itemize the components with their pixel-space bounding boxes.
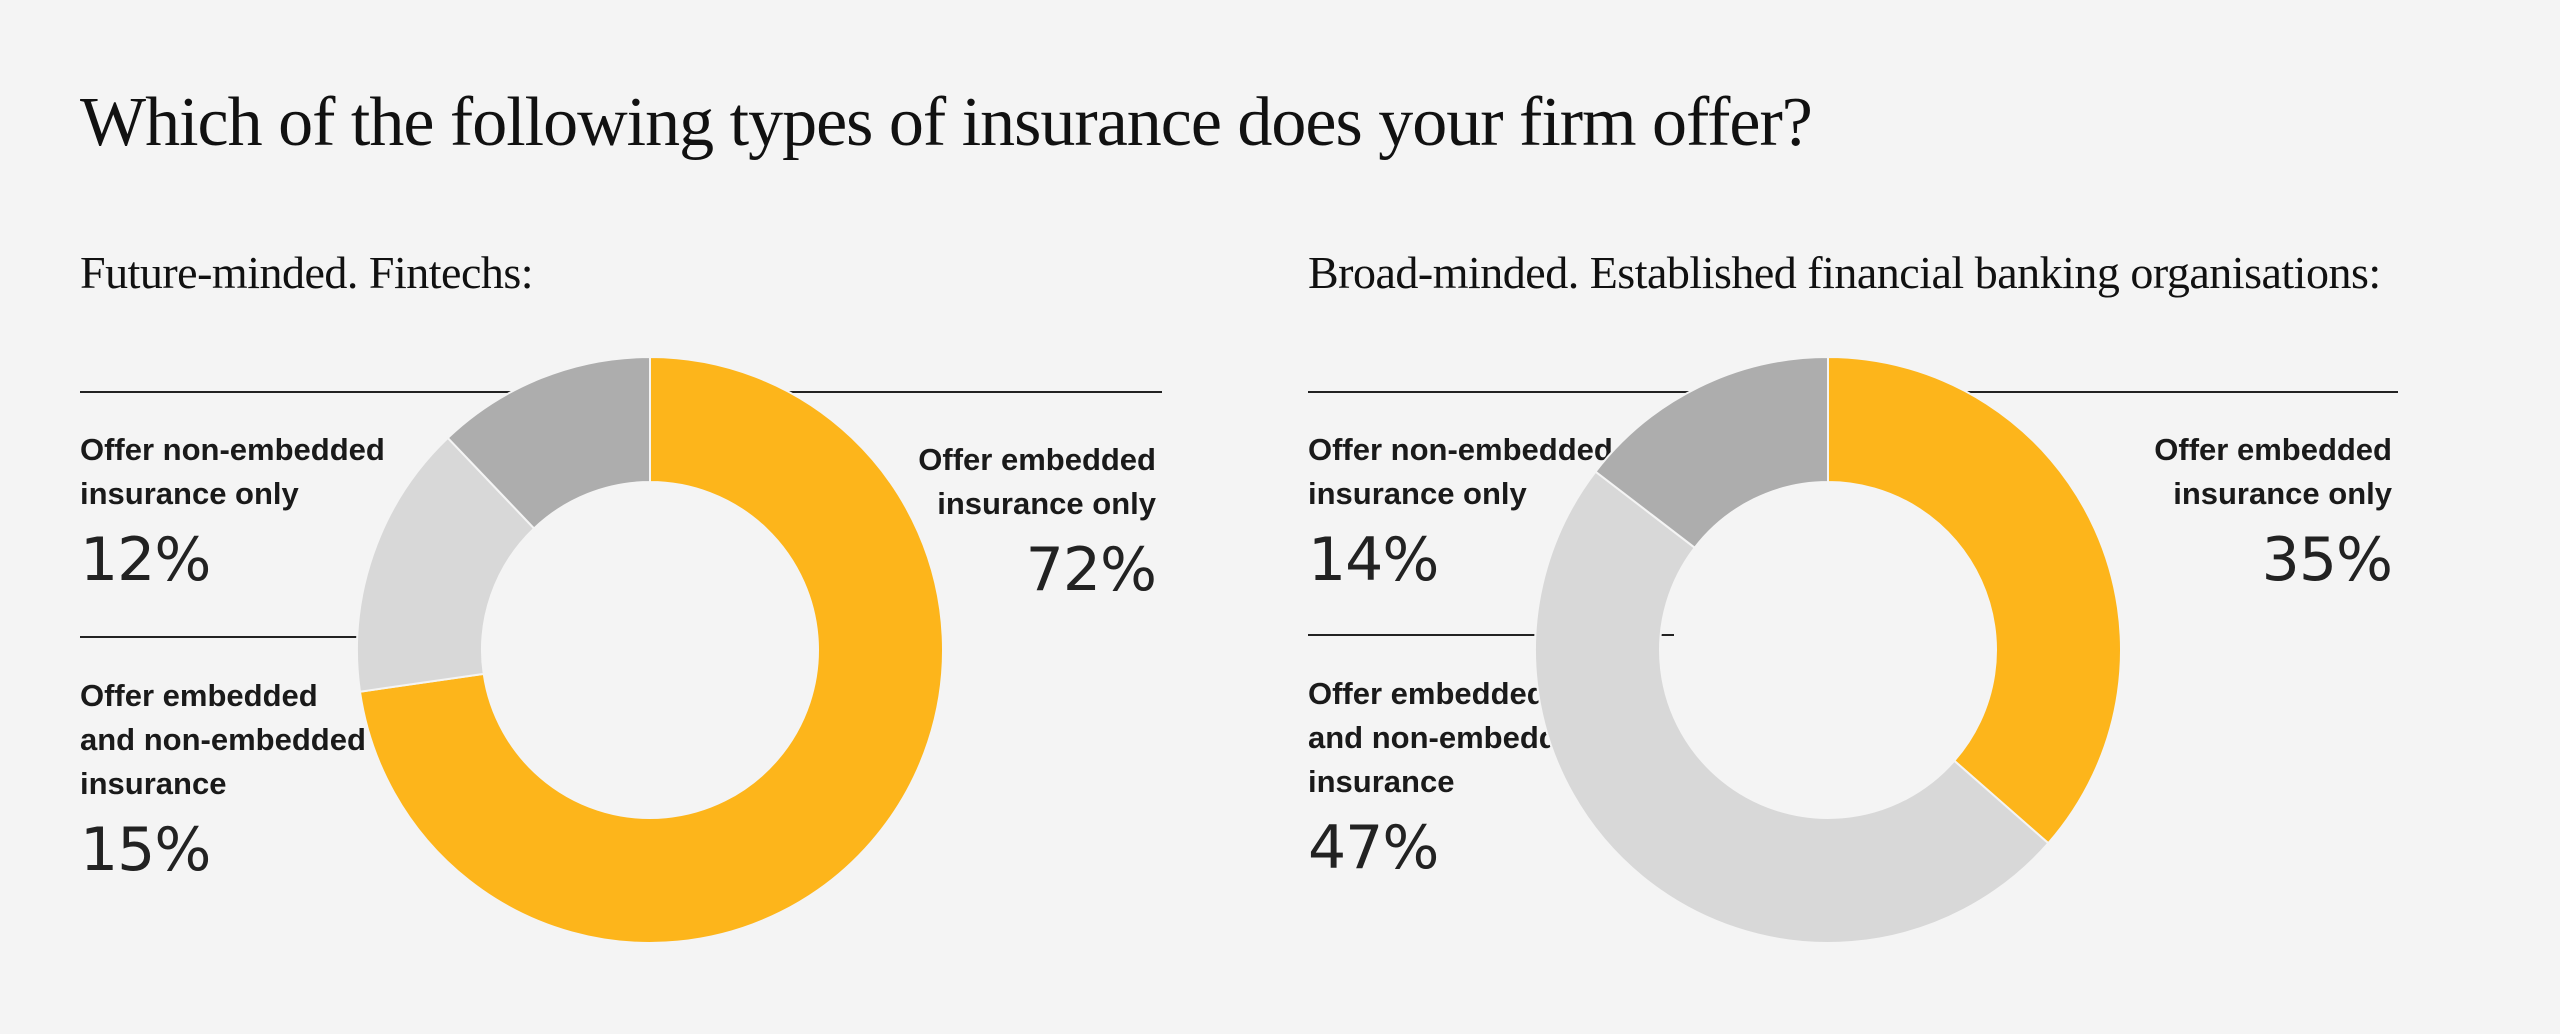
label-text: Offer embedded	[80, 678, 318, 713]
label-text: insurance	[1308, 764, 1455, 799]
leader-line-embedded	[1962, 391, 2398, 393]
label-text: Offer embedded	[918, 442, 1156, 477]
leader-line-embedded	[738, 391, 1162, 393]
label-embedded: Offer embedded insurance only 72%	[856, 438, 1157, 605]
value-both: 15%	[80, 815, 211, 885]
label-embedded: Offer embedded insurance only 35%	[2092, 428, 2393, 595]
label-non-embedded: Offer non-embedded insurance only 12%	[80, 428, 385, 590]
label-text: insurance only	[2173, 476, 2392, 511]
fintechs-panel: Future-minded. Fintechs: Offer non-embed…	[0, 0, 1200, 1034]
value-non-embedded: 14%	[1308, 525, 1439, 595]
value-both: 47%	[1308, 813, 1439, 883]
leader-line-both	[1308, 634, 1674, 636]
label-text: and non-embedded	[80, 722, 366, 757]
leader-line-non-embedded	[1308, 391, 1796, 393]
slice-embedded-only	[1827, 355, 2122, 845]
slice-embedded-and-non-embedded	[1534, 470, 2050, 944]
slice-embedded-only	[358, 355, 944, 944]
label-text: insurance only	[80, 476, 299, 511]
banks-panel: Broad-minded. Established financial bank…	[1228, 0, 2428, 1034]
label-text: insurance only	[937, 486, 1156, 521]
label-text: Offer non-embedded	[80, 432, 385, 467]
panel-subtitle: Future-minded. Fintechs:	[80, 247, 534, 298]
label-non-embedded: Offer non-embedded insurance only 14%	[1308, 428, 1613, 590]
leader-line-both	[80, 636, 404, 638]
donut-chart-banks	[1534, 355, 2122, 944]
donut-chart-fintechs	[356, 355, 944, 944]
chart-title: Which of the following types of insuranc…	[80, 84, 1813, 161]
value-embedded: 35%	[2261, 525, 2393, 595]
label-text: Offer embedded	[1308, 676, 1546, 711]
slice-non-embedded-only	[1594, 355, 1829, 550]
leader-line-non-embedded	[80, 391, 568, 393]
label-text: insurance only	[1308, 476, 1527, 511]
value-non-embedded: 12%	[80, 525, 211, 595]
label-text: insurance	[80, 766, 227, 801]
label-text: Offer non-embedded	[1308, 432, 1613, 467]
label-text: Offer embedded	[2154, 432, 2392, 467]
panel-subtitle: Broad-minded. Established financial bank…	[1308, 247, 2381, 298]
slice-embedded-and-non-embedded	[356, 436, 536, 693]
label-both: Offer embedded and non-embedded insuranc…	[1308, 672, 1594, 878]
label-both: Offer embedded and non-embedded insuranc…	[80, 674, 366, 880]
value-embedded: 72%	[1025, 535, 1157, 605]
slice-non-embedded-only	[446, 355, 651, 530]
